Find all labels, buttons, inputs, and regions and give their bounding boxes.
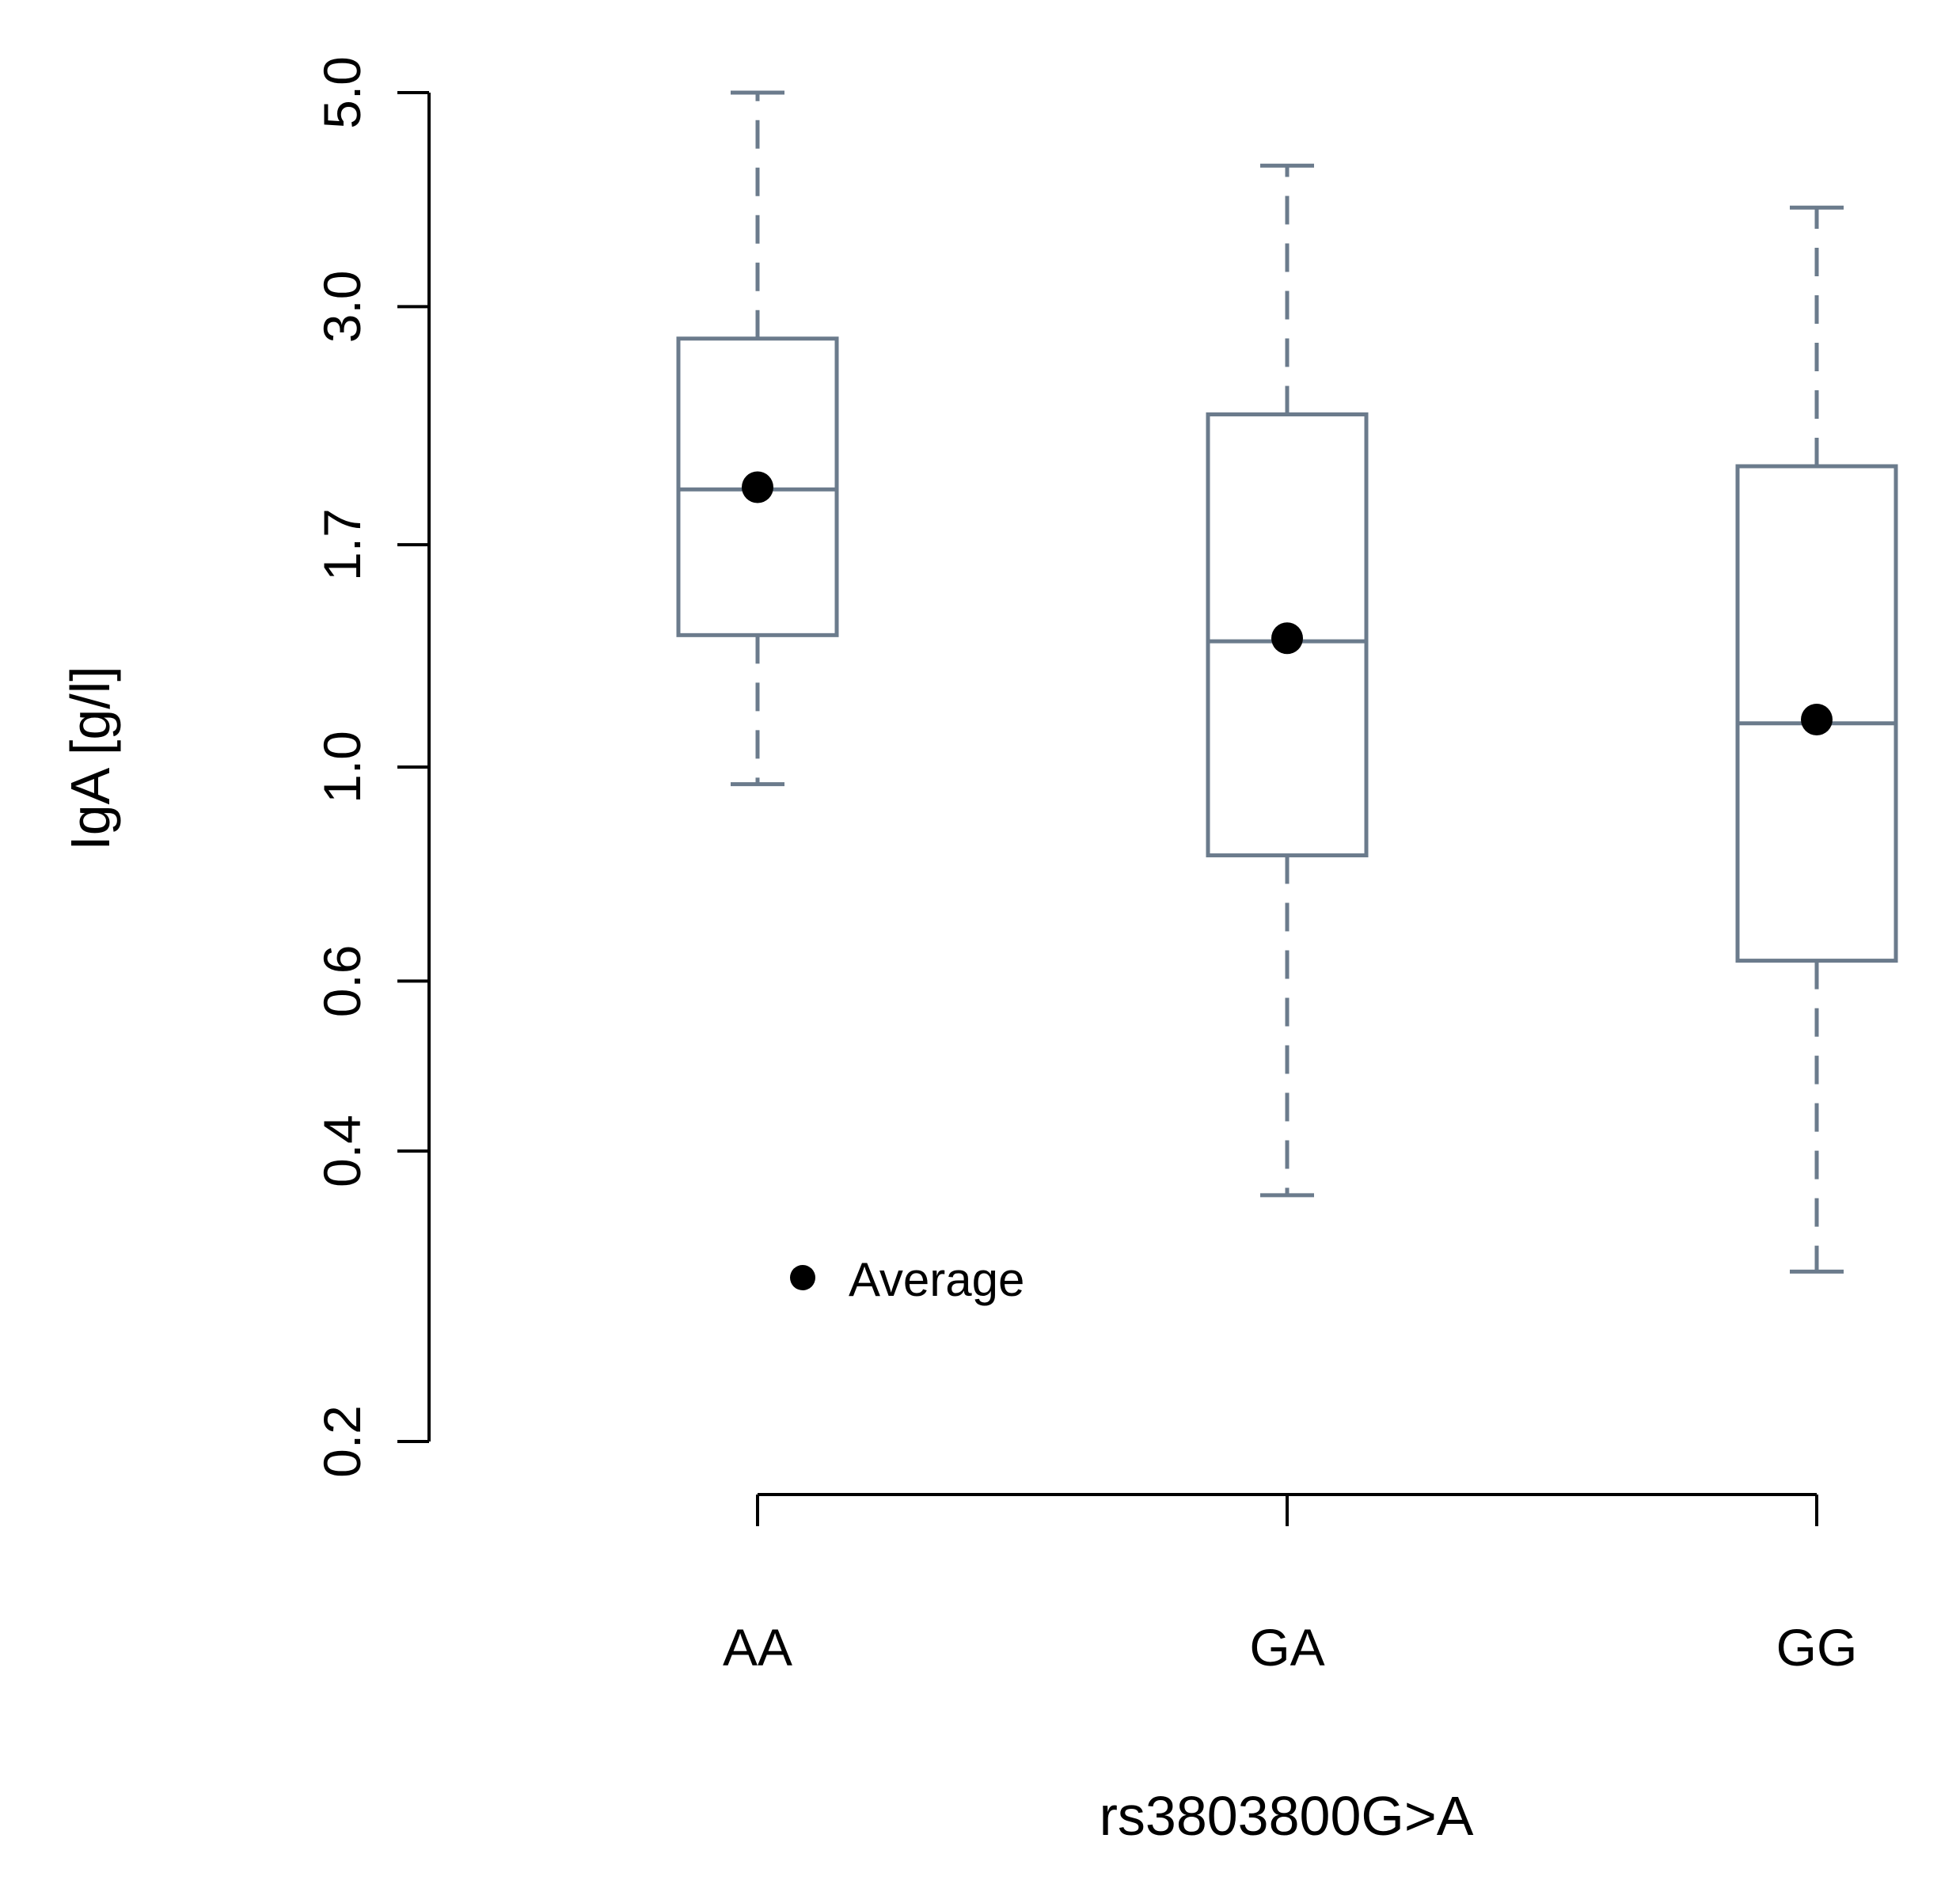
y-tick-label: 1.7 — [313, 508, 371, 581]
y-tick-label: 0.4 — [313, 1115, 371, 1187]
y-tick-label: 5.0 — [313, 56, 371, 129]
legend: Average — [790, 1253, 1024, 1306]
x-tick-label: GG — [1776, 1618, 1858, 1677]
box-aa — [676, 90, 839, 787]
y-axis: 0.2 0.4 0.6 1.0 1.7 3.0 5.0 — [313, 56, 431, 1478]
average-point — [742, 471, 773, 503]
y-tick-label: 3.0 — [313, 271, 371, 344]
box-series — [676, 90, 1898, 1274]
box-ga — [1206, 163, 1369, 1198]
box-gg — [1735, 205, 1898, 1274]
average-point — [1801, 704, 1833, 736]
y-tick-label: 0.2 — [313, 1405, 371, 1478]
x-axis: AA GA GG — [723, 1493, 1858, 1677]
y-tick-label: 0.6 — [313, 945, 371, 1018]
y-tick-label: 1.0 — [313, 731, 371, 803]
x-tick-label: GA — [1249, 1618, 1324, 1677]
legend-average-marker — [790, 1265, 815, 1290]
x-axis-title: rs3803800G>A — [1100, 1785, 1474, 1847]
average-point — [1271, 622, 1303, 655]
x-tick-label: AA — [723, 1618, 792, 1677]
legend-average-label: Average — [849, 1253, 1024, 1306]
y-axis-title: IgA [g/l] — [59, 666, 121, 850]
